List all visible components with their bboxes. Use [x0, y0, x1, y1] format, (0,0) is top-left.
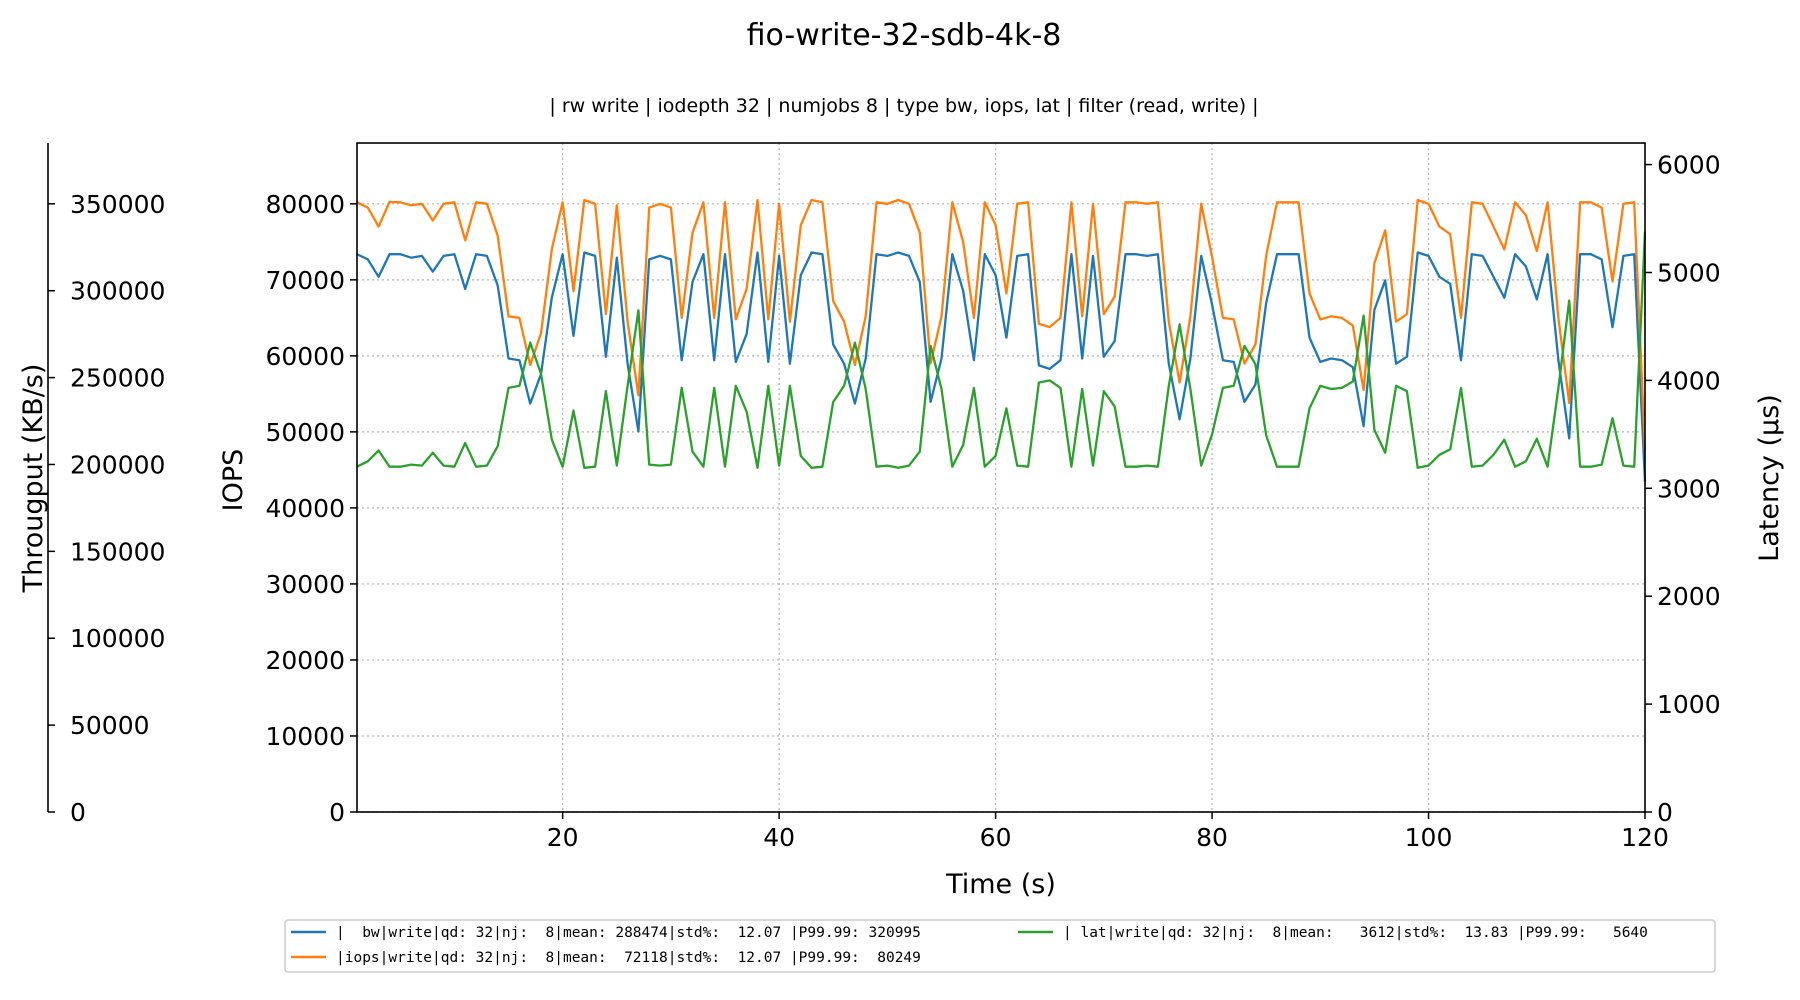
- legend: | bw|write|qd: 32|nj: 8|mean: 288474|std…: [284, 919, 1716, 973]
- legend-entry-iops: |iops|write|qd: 32|nj: 8|mean: 72118|std…: [336, 950, 921, 966]
- latency-tick-label: 4000: [1657, 366, 1721, 395]
- latency-tick-label: 3000: [1657, 474, 1721, 503]
- throughput-tick-label: 200000: [70, 450, 165, 479]
- iops-tick-label: 0: [329, 798, 345, 827]
- throughput-tick-label: 50000: [70, 711, 150, 740]
- x-tick-label: 80: [1196, 823, 1228, 852]
- throughput-tick-label: 350000: [70, 190, 165, 219]
- latency-axis-label: Latency (µs): [1754, 394, 1785, 562]
- latency-axis: 0 1000 2000 3000 4000 5000 6000: [1645, 151, 1721, 827]
- throughput-axis-label: Througput (KB/s): [18, 364, 49, 594]
- iops-tick-label: 40000: [265, 494, 345, 523]
- throughput-tick-label: 0: [70, 798, 86, 827]
- x-tick-label: 120: [1621, 823, 1669, 852]
- iops-axis-label: IOPS: [218, 449, 249, 512]
- legend-entry-bw: | bw|write|qd: 32|nj: 8|mean: 288474|std…: [336, 925, 921, 941]
- latency-tick-label: 6000: [1657, 151, 1721, 180]
- legend-entry-lat: | lat|write|qd: 32|nj: 8|mean: 3612|std%…: [1063, 925, 1648, 941]
- iops-tick-label: 80000: [265, 190, 345, 219]
- x-tick-label: 100: [1405, 823, 1453, 852]
- x-axis: 20 40 60 80 100 120: [547, 812, 1669, 852]
- latency-tick-label: 1000: [1657, 690, 1721, 719]
- iops-tick-label: 30000: [265, 570, 345, 599]
- latency-tick-label: 0: [1657, 798, 1673, 827]
- throughput-tick-label: 150000: [70, 537, 165, 566]
- throughput-tick-label: 300000: [70, 277, 165, 306]
- iops-tick-label: 10000: [265, 722, 345, 751]
- plot-frame: [356, 142, 1646, 813]
- chart-subtitle: | rw write | iodepth 32 | numjobs 8 | ty…: [549, 95, 1258, 117]
- x-axis-label: Time (s): [945, 869, 1056, 900]
- series-line-bw: [356, 251, 1647, 482]
- iops-tick-label: 70000: [265, 266, 345, 295]
- x-tick-label: 40: [763, 823, 795, 852]
- throughput-tick-label: 100000: [70, 624, 165, 653]
- throughput-axis: 0 50000 100000 150000 200000 250000 300000 3500…: [47, 143, 165, 827]
- series-line-lat: [356, 231, 1647, 469]
- x-tick-label: 20: [547, 823, 579, 852]
- iops-axis: 0 10000 20000 30000 40000 50000 60000 70000 8000…: [265, 190, 357, 827]
- series-line-iops: [356, 198, 1647, 451]
- latency-tick-label: 5000: [1657, 258, 1721, 287]
- iops-tick-label: 50000: [265, 418, 345, 447]
- iops-tick-label: 60000: [265, 342, 345, 371]
- x-tick-label: 60: [980, 823, 1012, 852]
- series-layer: [356, 198, 1647, 482]
- iops-tick-label: 20000: [265, 646, 345, 675]
- latency-tick-label: 2000: [1657, 582, 1721, 611]
- legend-frame: [284, 919, 1716, 973]
- chart-title: fio-write-32-sdb-4k-8: [747, 18, 1062, 53]
- throughput-tick-label: 250000: [70, 364, 165, 393]
